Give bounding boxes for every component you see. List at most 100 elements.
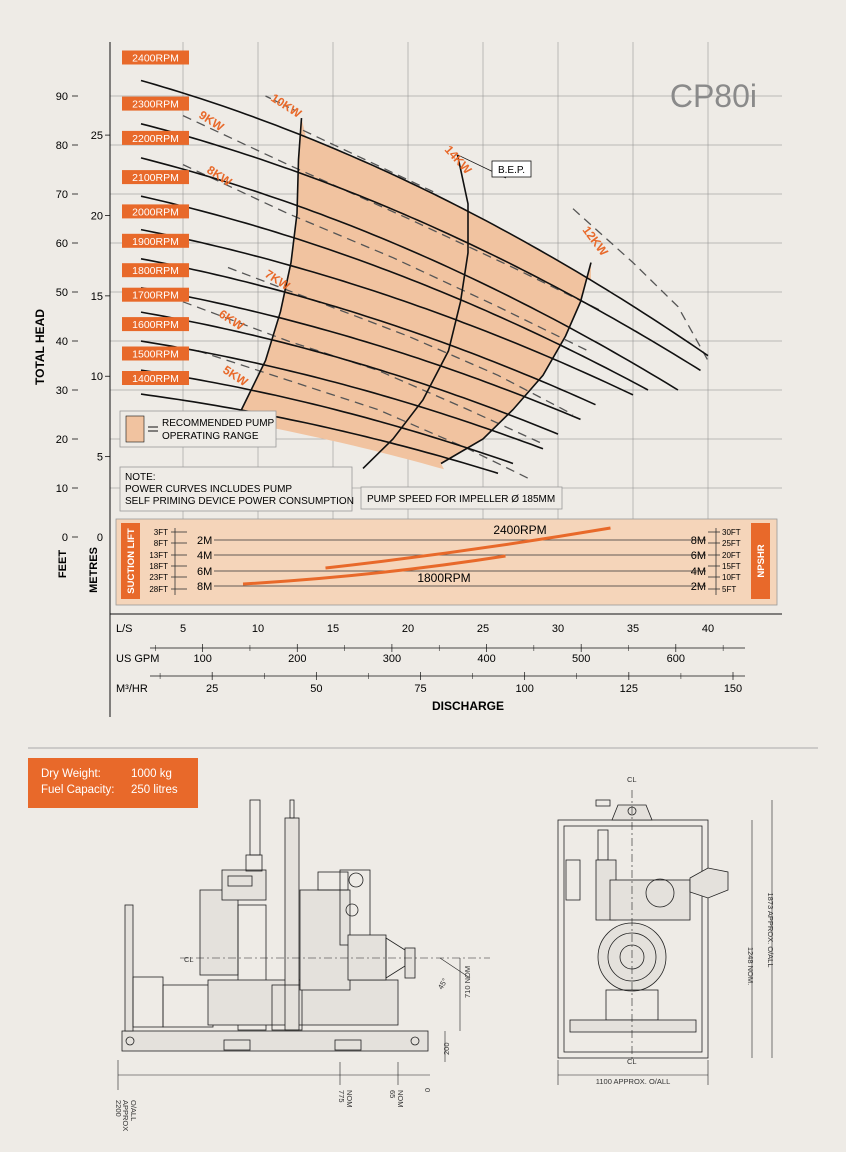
kw-label-14KW: 14KW [442, 143, 475, 178]
model-title: CP80i [670, 78, 757, 114]
suction-m: 8M [197, 581, 212, 593]
rpm-curves [140, 79, 709, 475]
kw-label-9KW: 9KW [196, 108, 227, 135]
rpm-tag-1900RPM: 1900RPM [132, 236, 179, 248]
rpm-tag-1400RPM: 1400RPM [132, 373, 179, 385]
note-line2: POWER CURVES INCLUDES PUMP [125, 484, 292, 495]
npsh-curve-2400 [325, 526, 611, 570]
x-ls-tick: 30 [552, 623, 564, 635]
gpm-label: US GPM [116, 653, 159, 665]
y-feet-tick: 10 [56, 483, 68, 495]
power-curve-6KW [182, 301, 544, 445]
x-ls-tick: 40 [702, 623, 714, 635]
front-cl-top: CL [627, 775, 637, 784]
npshr-m: 4M [691, 566, 706, 578]
svg-text:1248 NOM.: 1248 NOM. [746, 947, 755, 985]
svg-text:710 NOM: 710 NOM [463, 966, 472, 998]
y-metres-tick: 15 [91, 291, 103, 303]
svg-text:PUMP SPEED FOR IMPELLER Ø 185M: PUMP SPEED FOR IMPELLER Ø 185MM [367, 494, 555, 505]
y-feet-tick: 20 [56, 434, 68, 446]
rpm-curve-1400RPM [140, 393, 499, 475]
power-curve-5KW [197, 350, 529, 479]
speed-note: PUMP SPEED FOR IMPELLER Ø 185MM [360, 486, 563, 510]
y-metres-tick: 25 [91, 130, 103, 142]
x-ls-tick: 5 [180, 623, 186, 635]
suction-m: 4M [197, 550, 212, 562]
bep-label: B.E.P. [498, 165, 525, 176]
x-gpm-tick: 400 [477, 653, 495, 665]
suction-ft: 13FT [149, 551, 168, 560]
x-gpm-tick: 100 [193, 653, 211, 665]
power-curve-9KW [182, 115, 604, 313]
x-ls-tick: 15 [327, 623, 339, 635]
y-feet-tick: 70 [56, 189, 68, 201]
y-metres-tick: 20 [91, 210, 103, 222]
rpm-tag-1600RPM: 1600RPM [132, 319, 179, 331]
panel-labels: 3FT 30FT 8FT 25FT 13FT 20FT 18FT 15FT 23FT 10FT 28… [149, 528, 740, 594]
x-m3hr-tick: 25 [206, 683, 218, 695]
rpm-tag-2100RPM: 2100RPM [132, 172, 179, 184]
y-feet-tick: 40 [56, 336, 68, 348]
x-m3hr-tick: 125 [620, 683, 638, 695]
rpm-curve-2200RPM [140, 157, 679, 391]
note-box: NOTE: POWER CURVES INCLUDES PUMP SELF PR… [119, 466, 354, 512]
legend-line1: RECOMMENDED PUMP [162, 418, 275, 429]
axes: 0 10 20 30 40 50 60 70 80 90 5 10 15 20 25 0 5 10 15 20 25 30… [56, 42, 782, 717]
spec-dry-weight: Dry Weight: 1000 kg [41, 768, 172, 780]
svg-text:O/ALL: O/ALL [129, 1100, 138, 1121]
x-ls-tick: 25 [477, 623, 489, 635]
y-feet-tick: 90 [56, 91, 68, 103]
suction-ft: 23FT [149, 573, 168, 582]
rpm-tag-2200RPM: 2200RPM [132, 133, 179, 145]
y-feet-tick: 50 [56, 287, 68, 299]
npsh-label-2400: 2400RPM [493, 523, 546, 537]
side-cl-label: CL [184, 955, 194, 964]
range-right-boundary [440, 262, 592, 465]
rpm-curve-1600RPM [140, 340, 544, 450]
npsh-label-1800: 1800RPM [417, 571, 470, 585]
note-line3: SELF PRIMING DEVICE POWER CONSUMPTION [125, 496, 354, 507]
panel-lines [171, 528, 720, 595]
svg-text:NOM: NOM [396, 1090, 405, 1108]
x-ls-tick: 10 [252, 623, 264, 635]
svg-text:NOM: NOM [345, 1090, 354, 1108]
x-gpm-tick: 600 [667, 653, 685, 665]
npshr-m: 6M [691, 550, 706, 562]
legend-line2: OPERATING RANGE [162, 431, 259, 442]
suction-m: 2M [197, 535, 212, 547]
rpm-labels: 2400RPM 2300RPM 2200RPM 2100RPM 2000RPM 1900R… [122, 50, 189, 385]
kw-label-6KW: 6KW [216, 307, 247, 334]
x-m3hr-tick: 100 [515, 683, 533, 695]
kw-label-10KW: 10KW [268, 91, 304, 121]
spec-fuel-capacity: Fuel Capacity: 250 litres [41, 784, 178, 796]
rpm-curve-1800RPM [140, 287, 581, 421]
npshr-title: NPSHR [756, 544, 767, 577]
npshr-ft: 15FT [722, 562, 741, 571]
npshr-m: 8M [691, 535, 706, 547]
suction-ft: 3FT [154, 528, 168, 537]
y-feet-tick: 60 [56, 238, 68, 250]
feet-axis-title: FEET [57, 550, 69, 578]
x-m3hr-tick: 50 [310, 683, 322, 695]
front-dims: CL CL 1100 APPROX. O/ALL 1248 NOM. 1873 … [596, 775, 775, 1086]
x-gpm-tick: 300 [383, 653, 401, 665]
suction-lift-title: SUCTION LIFT [126, 528, 137, 594]
rpm-curve-1500RPM [140, 369, 514, 465]
y-axis-title: TOTAL HEAD [33, 309, 47, 385]
svg-text:APPROX: APPROX [121, 1100, 130, 1131]
rpm-tag-2400RPM: 2400RPM [132, 53, 179, 65]
npshr-m: 2M [691, 581, 706, 593]
kw-label-12KW: 12KW [580, 223, 612, 259]
power-curve-8KW [182, 164, 589, 352]
bep-curve [362, 154, 469, 469]
rpm-curve-2100RPM [140, 195, 649, 391]
npsh-curve-1800 [242, 554, 506, 586]
y-metres-tick: 5 [97, 452, 103, 464]
rpm-curve-2000RPM [140, 228, 634, 396]
kw-label-8KW: 8KW [204, 163, 235, 190]
rpm-curve-2400RPM [140, 79, 709, 357]
x-ls-tick: 35 [627, 623, 639, 635]
rpm-curve-2300RPM [140, 123, 701, 372]
spec-box: Dry Weight: 1000 kg Fuel Capacity: 250 lit… [28, 758, 198, 808]
